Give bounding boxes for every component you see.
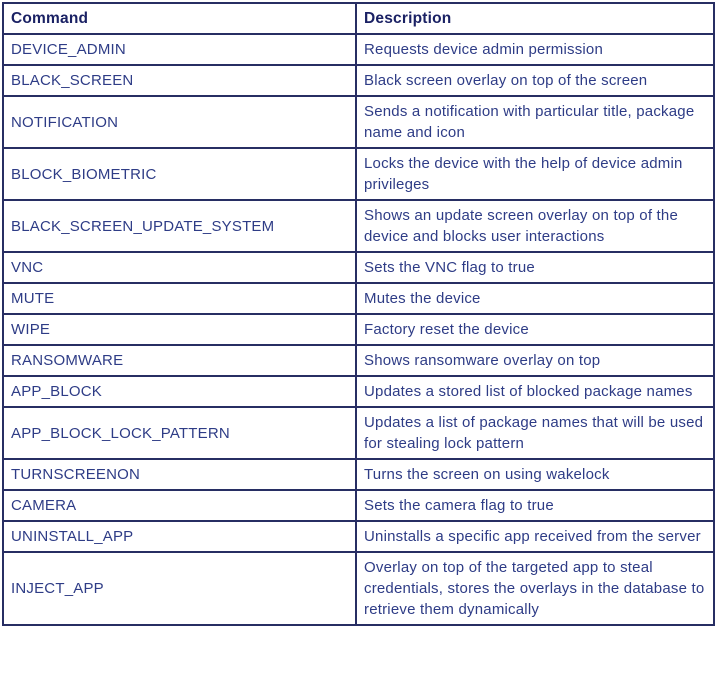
description-cell: Updates a list of package names that wil… — [355, 406, 715, 460]
command-cell: BLACK_SCREEN_UPDATE_SYSTEM — [2, 199, 357, 253]
command-cell: UNINSTALL_APP — [2, 520, 357, 553]
command-cell: RANSOMWARE — [2, 344, 357, 377]
command-description-table: Command Description DEVICE_ADMIN Request… — [2, 2, 715, 626]
table-row: NOTIFICATION Sends a notification with p… — [2, 95, 715, 149]
table-header: Command Description — [2, 2, 715, 35]
table-row: BLACK_SCREEN Black screen overlay on top… — [2, 64, 715, 97]
table-row: MUTE Mutes the device — [2, 282, 715, 315]
table-row: WIPE Factory reset the device — [2, 313, 715, 346]
table-row: RANSOMWARE Shows ransomware overlay on t… — [2, 344, 715, 377]
column-header-command: Command — [2, 2, 357, 35]
command-cell: MUTE — [2, 282, 357, 315]
command-cell: APP_BLOCK_LOCK_PATTERN — [2, 406, 357, 460]
description-cell: Mutes the device — [355, 282, 715, 315]
table-body: DEVICE_ADMIN Requests device admin permi… — [2, 33, 715, 626]
table-row: UNINSTALL_APP Uninstalls a specific app … — [2, 520, 715, 553]
table-row: CAMERA Sets the camera flag to true — [2, 489, 715, 522]
command-cell: BLACK_SCREEN — [2, 64, 357, 97]
table-row: APP_BLOCK Updates a stored list of block… — [2, 375, 715, 408]
description-cell: Updates a stored list of blocked package… — [355, 375, 715, 408]
document-table-container: Command Description DEVICE_ADMIN Request… — [2, 2, 715, 626]
command-cell: NOTIFICATION — [2, 95, 357, 149]
description-cell: Factory reset the device — [355, 313, 715, 346]
description-cell: Shows an update screen overlay on top of… — [355, 199, 715, 253]
table-row: INJECT_APP Overlay on top of the targete… — [2, 551, 715, 626]
table-row: BLOCK_BIOMETRIC Locks the device with th… — [2, 147, 715, 201]
column-header-description: Description — [355, 2, 715, 35]
description-cell: Uninstalls a specific app received from … — [355, 520, 715, 553]
table-row: DEVICE_ADMIN Requests device admin permi… — [2, 33, 715, 66]
table-row: TURNSCREENON Turns the screen on using w… — [2, 458, 715, 491]
command-cell: VNC — [2, 251, 357, 284]
description-cell: Turns the screen on using wakelock — [355, 458, 715, 491]
description-cell: Sets the VNC flag to true — [355, 251, 715, 284]
description-cell: Requests device admin permission — [355, 33, 715, 66]
command-cell: TURNSCREENON — [2, 458, 357, 491]
description-cell: Sets the camera flag to true — [355, 489, 715, 522]
description-cell: Black screen overlay on top of the scree… — [355, 64, 715, 97]
table-row: BLACK_SCREEN_UPDATE_SYSTEM Shows an upda… — [2, 199, 715, 253]
description-cell: Shows ransomware overlay on top — [355, 344, 715, 377]
command-cell: INJECT_APP — [2, 551, 357, 626]
description-cell: Sends a notification with particular tit… — [355, 95, 715, 149]
command-cell: APP_BLOCK — [2, 375, 357, 408]
table-row: VNC Sets the VNC flag to true — [2, 251, 715, 284]
command-cell: BLOCK_BIOMETRIC — [2, 147, 357, 201]
description-cell: Overlay on top of the targeted app to st… — [355, 551, 715, 626]
command-cell: WIPE — [2, 313, 357, 346]
header-row: Command Description — [2, 2, 715, 35]
table-row: APP_BLOCK_LOCK_PATTERN Updates a list of… — [2, 406, 715, 460]
description-cell: Locks the device with the help of device… — [355, 147, 715, 201]
command-cell: DEVICE_ADMIN — [2, 33, 357, 66]
command-cell: CAMERA — [2, 489, 357, 522]
